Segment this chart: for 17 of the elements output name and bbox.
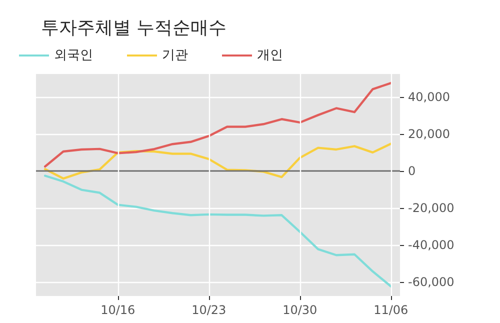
y-tick-label: 20,000	[408, 127, 450, 142]
y-tick-label: -40,000	[408, 238, 454, 252]
x-tick-label: 11/06	[374, 303, 408, 317]
x-tick-label: 10/30	[282, 303, 318, 317]
x-tick-label: 10/16	[100, 303, 136, 317]
legend-label: 개인	[257, 48, 283, 63]
legend-label: 외국인	[54, 48, 93, 63]
y-tick-label: -60,000	[408, 275, 454, 290]
y-tick-label: 0	[408, 164, 416, 178]
legend-label: 기관	[162, 48, 188, 63]
line-series	[44, 174, 392, 288]
chart-title: 투자주체별 누적순매수	[41, 18, 227, 38]
y-tick-label: -20,000	[408, 201, 454, 216]
line-series	[44, 82, 392, 168]
x-tick-label: 10/23	[192, 303, 226, 317]
y-tick-label: 40,000	[408, 90, 450, 104]
line-series	[44, 142, 392, 180]
